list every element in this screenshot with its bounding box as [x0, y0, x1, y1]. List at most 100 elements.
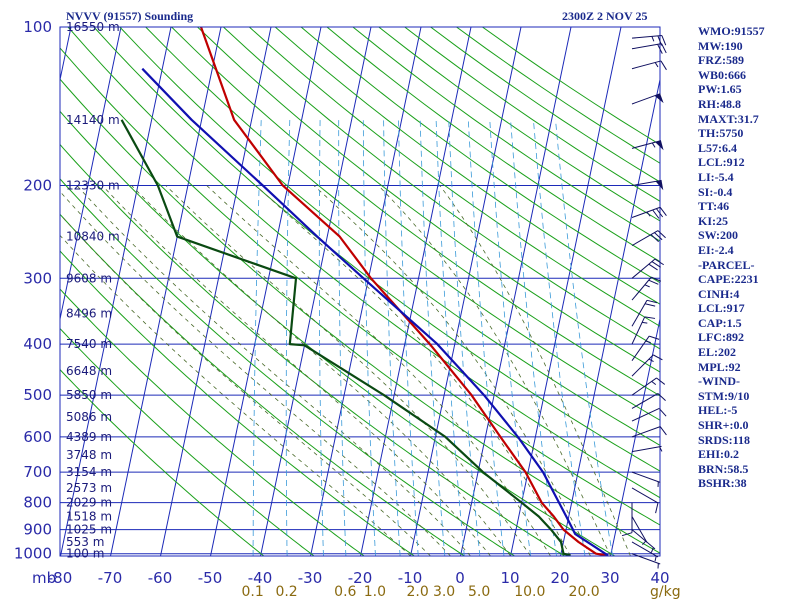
mixing-ratio-unit-label: g/kg	[650, 584, 681, 600]
barb-staff	[631, 393, 659, 409]
isotherm-line	[60, 27, 172, 556]
wind-barb	[631, 553, 661, 569]
index-line: TT:46	[698, 199, 730, 214]
mixing-ratio-lines	[252, 119, 614, 556]
isotherm-line	[560, 77, 660, 556]
barb-flag	[661, 35, 667, 46]
mixing-ratio-line	[533, 119, 586, 556]
wind-barb	[631, 377, 666, 396]
isotherm-line	[110, 27, 222, 556]
barb-staff	[631, 35, 662, 39]
barb-half-flag	[645, 340, 651, 344]
barb-staff	[631, 516, 648, 543]
height-label: 2573 m	[66, 481, 112, 495]
temperature-tick-label: -10	[398, 569, 423, 587]
dry-adiabat-line	[60, 368, 265, 556]
index-line: -WIND-	[698, 374, 740, 389]
height-label: 5086 m	[66, 410, 112, 424]
barb-flag	[657, 393, 666, 402]
barb-staff	[631, 529, 656, 550]
pressure-tick-label: 800	[23, 494, 52, 512]
temperature-tick-label: -70	[98, 569, 123, 587]
wind-barb	[631, 179, 664, 191]
mixing-ratio-line	[338, 119, 347, 556]
mixing-ratio-line	[362, 119, 376, 556]
barb-staff	[631, 426, 661, 438]
temperature-tick-label: -20	[348, 569, 373, 587]
moist-adiabat-line	[439, 185, 631, 556]
wind-barb	[631, 276, 662, 301]
moist-adiabats	[60, 185, 631, 556]
wind-barb	[631, 393, 666, 409]
moist-adiabat-line	[76, 185, 471, 556]
index-line: EI:-2.4	[698, 242, 734, 257]
barb-half-flag	[651, 36, 655, 42]
index-line: TH:5750	[698, 126, 744, 141]
mixing-ratio-label: 0.1	[242, 584, 264, 600]
mixing-ratio-label: 0.2	[275, 584, 297, 600]
barb-flag	[644, 316, 656, 319]
height-label: 2029 m	[66, 496, 112, 510]
height-label: 5850 m	[66, 388, 112, 402]
moist-adiabat-line	[313, 185, 591, 556]
barb-half-flag	[651, 381, 657, 386]
pressure-unit-label: mb	[32, 569, 56, 587]
dewpoint-trace	[120, 119, 571, 556]
barb-staff	[631, 335, 650, 361]
dry-adiabat-line	[60, 178, 515, 556]
isotherm-line	[510, 27, 622, 556]
moist-adiabat-line	[165, 185, 531, 556]
barb-flag	[660, 60, 667, 71]
pressure-tick-label: 200	[23, 177, 52, 195]
barb-staff	[631, 60, 662, 70]
barb-pennant	[655, 140, 664, 151]
barb-staff	[631, 541, 659, 558]
moist-adiabat-line	[102, 185, 491, 556]
mixing-ratio-line	[448, 119, 481, 556]
temperature-tick-label: 20	[550, 569, 569, 587]
pressure-tick-label: 300	[23, 269, 52, 287]
dry-adiabat-line	[60, 78, 660, 554]
wind-barb	[631, 140, 664, 151]
height-label: 553 m	[66, 535, 104, 549]
height-label: 1518 m	[66, 510, 112, 524]
index-line: CINH:4	[698, 286, 740, 301]
index-line: EHI:0.2	[698, 447, 740, 462]
barb-staff	[631, 206, 661, 219]
pressure-tick-label: 400	[23, 335, 52, 353]
barb-staff	[631, 179, 662, 187]
barb-flag	[659, 206, 667, 216]
wind-barb	[631, 471, 661, 487]
station-title: NVVV (91557) Sounding	[66, 9, 193, 23]
height-label: 4389 m	[66, 430, 112, 444]
height-label: 6648 m	[66, 364, 112, 378]
index-line: FRZ:589	[698, 53, 744, 68]
barb-half-flag	[646, 211, 651, 217]
barb-staff	[631, 407, 660, 422]
mixing-ratio-line	[419, 119, 446, 556]
wind-barb	[631, 426, 667, 438]
pressure-tick-label: 500	[23, 386, 52, 404]
barb-half-flag	[650, 547, 654, 553]
barb-flag	[656, 377, 666, 385]
barb-flag	[659, 426, 667, 436]
barb-flag	[657, 230, 666, 239]
barb-flag	[648, 279, 659, 285]
barb-flag	[658, 408, 667, 417]
wind-barb	[631, 206, 667, 219]
dry-adiabat-line	[60, 327, 315, 556]
barb-half-flag	[659, 446, 663, 452]
wind-barb	[631, 335, 660, 361]
temperature-tick-label: -50	[198, 569, 223, 587]
wind-barbs	[621, 35, 667, 569]
index-line: SW:200	[698, 228, 739, 243]
index-line: BRN:58.5	[698, 461, 749, 476]
height-label: 1025 m	[66, 523, 112, 537]
index-line: LFC:892	[698, 330, 744, 345]
moist-adiabat-line	[206, 185, 551, 556]
barb-staff	[631, 487, 659, 504]
wind-barb	[631, 60, 667, 71]
index-line: CAPE:2231	[698, 272, 759, 287]
